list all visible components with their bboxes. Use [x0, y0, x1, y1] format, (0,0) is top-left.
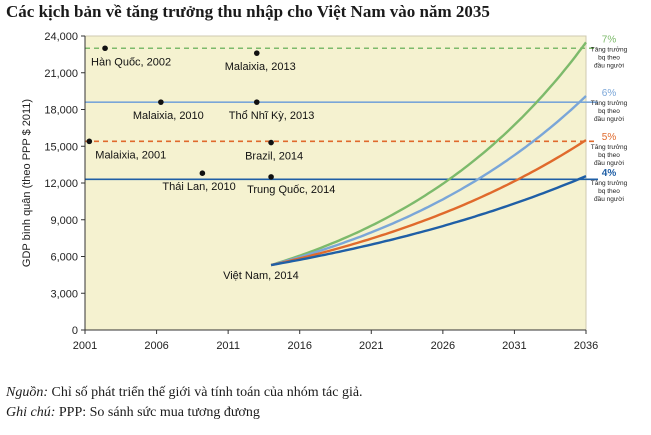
source-label: Nguồn: — [6, 385, 48, 400]
y-tick-label: 6,000 — [50, 252, 78, 264]
y-tick-label: 12,000 — [44, 178, 78, 190]
data-point-label: Malaixia, 2001 — [95, 149, 166, 161]
data-point-label: Việt Nam, 2014 — [223, 270, 299, 282]
data-point-label: Hàn Quốc, 2002 — [91, 56, 171, 68]
x-tick-label: 2016 — [287, 340, 311, 352]
x-tick-label: 2021 — [359, 340, 383, 352]
x-tick-label: 2026 — [431, 340, 455, 352]
series-caption-3: Tăng trưởng bq theo đầu người — [591, 179, 628, 203]
chart-title: Các kịch bản về tăng trưởng thu nhập cho… — [6, 2, 490, 21]
series-caption-line: bq theo — [598, 108, 620, 115]
y-tick-label: 21,000 — [44, 68, 78, 80]
data-point-label: Malaixia, 2010 — [133, 110, 204, 122]
data-point-label: Thổ Nhĩ Kỳ, 2013 — [229, 110, 315, 122]
series-line-0 — [270, 41, 587, 267]
data-point-marker — [268, 174, 274, 180]
y-tick-label: 24,000 — [44, 31, 78, 43]
series-caption-2: Tăng trưởng bq theo đầu người — [591, 143, 628, 167]
x-tick-label: 2036 — [574, 340, 598, 352]
axes: 0 3,000 6,000 9,000 12,000 15,000 18,000 21,000… — [44, 31, 598, 352]
data-point-label: Malaixia, 2013 — [225, 61, 296, 73]
series-line-2 — [270, 139, 587, 267]
series-caption-line: đầu người — [594, 60, 624, 69]
data-point-marker — [253, 99, 260, 105]
data-point-label: Thái Lan, 2010 — [162, 181, 235, 193]
data-point-marker — [199, 170, 206, 176]
x-tick-label: 2011 — [216, 340, 240, 352]
source-note: Nguồn: Chỉ số phát triển thế giới và tín… — [6, 385, 363, 401]
data-point-label: Trung Quốc, 2014 — [247, 184, 335, 196]
data-point-marker — [86, 138, 93, 145]
series-line-1 — [270, 95, 587, 267]
series-rate-label-0: 7% — [602, 34, 617, 45]
source-text: Chỉ số phát triển thế giới và tính toán … — [48, 385, 363, 400]
data-point-marker — [102, 45, 108, 52]
series-caption-line: Tăng trưởng — [591, 179, 628, 187]
series-caption-1: Tăng trưởng bq theo đầu người — [591, 99, 628, 123]
x-tick-label: 2031 — [502, 340, 526, 352]
x-tick-label: 2006 — [144, 340, 168, 352]
data-points: Hàn Quốc, 2002 Malaixia, 2013 Malaixia, 20… — [86, 45, 335, 282]
data-point-marker — [253, 50, 260, 56]
series-caption-line: đầu người — [594, 194, 624, 203]
series-caption-0: Tăng trưởng bq theo đầu người — [591, 45, 628, 69]
plot-area — [84, 35, 587, 331]
y-tick-label: 0 — [72, 325, 78, 337]
note-text: PPP: So sánh sức mua tương đương — [55, 405, 260, 420]
series-caption-line: Tăng trưởng — [591, 45, 628, 53]
series-rate-label-2: 5% — [602, 132, 617, 143]
series-caption-line: Tăng trưởng — [591, 143, 628, 151]
note-label: Ghi chú: — [6, 405, 56, 420]
series-caption-line: bq theo — [598, 54, 620, 61]
series-caption-line: Tăng trưởng — [591, 99, 628, 107]
data-point-marker — [158, 99, 164, 105]
y-tick-label: 15,000 — [44, 141, 78, 153]
y-axis-label: GDP bình quân (theo PPP $ 2011) — [21, 99, 33, 267]
series-caption-line: đầu người — [594, 114, 624, 123]
y-tick-label: 9,000 — [50, 215, 78, 227]
series-caption-line: bq theo — [598, 188, 620, 195]
series-caption-line: đầu người — [594, 158, 624, 167]
series-rate-label-3: 4% — [602, 168, 617, 179]
series-caption-line: bq theo — [598, 152, 620, 159]
x-tick-label: 2001 — [73, 340, 97, 352]
data-point-label: Brazil, 2014 — [245, 151, 303, 163]
data-point-marker — [268, 139, 274, 146]
footnote: Ghi chú: PPP: So sánh sức mua tương đươn… — [6, 405, 260, 421]
y-tick-label: 18,000 — [44, 105, 78, 117]
series-rate-label-1: 6% — [602, 88, 617, 99]
series-line-3 — [270, 174, 587, 267]
y-tick-label: 3,000 — [50, 288, 78, 300]
reference-lines — [85, 47, 598, 181]
